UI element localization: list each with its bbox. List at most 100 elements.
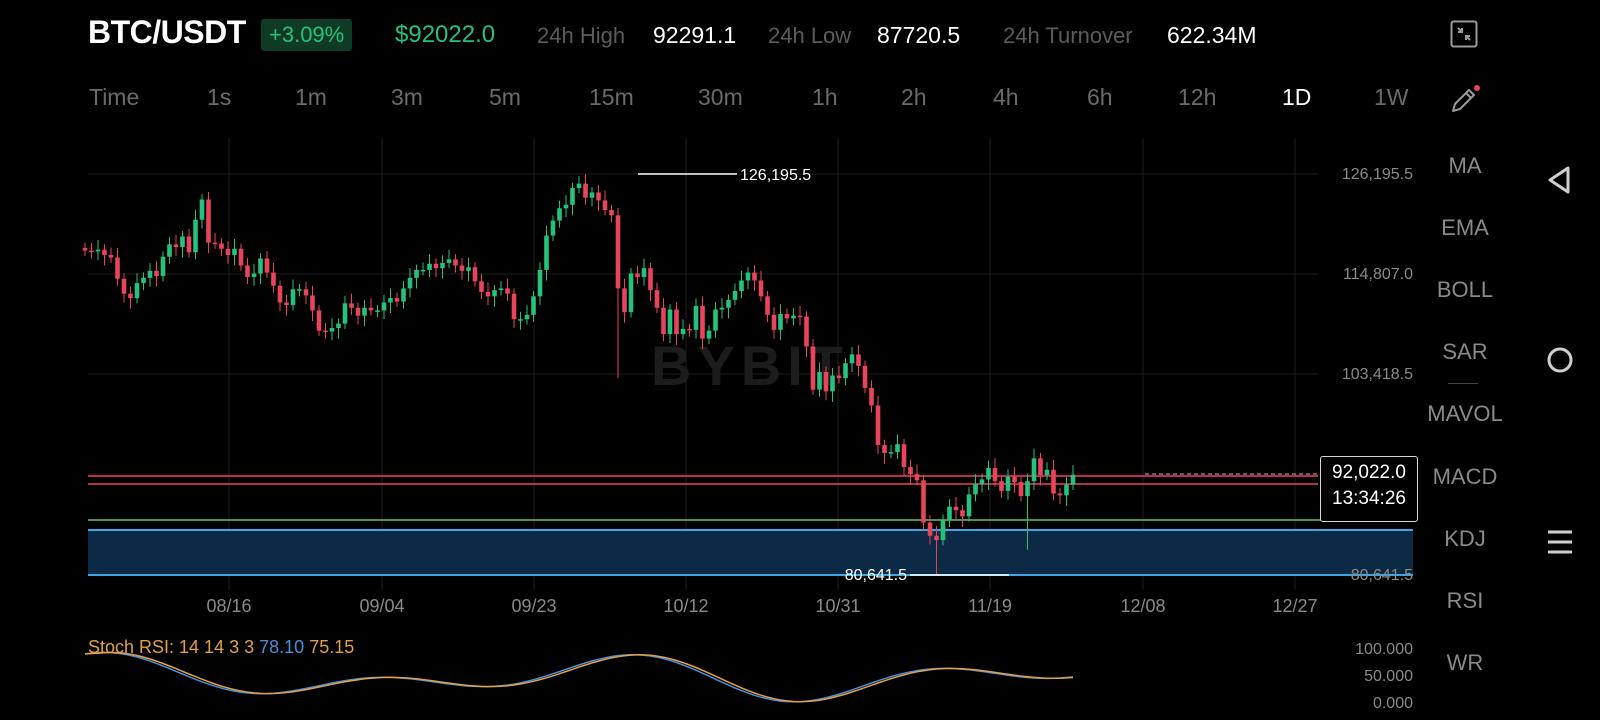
price-tick-3: 103,418.5 xyxy=(1342,366,1413,383)
candle-body xyxy=(1031,458,1037,482)
candle-body xyxy=(674,309,679,335)
candle-body xyxy=(459,265,465,271)
candle-body xyxy=(921,480,926,523)
candle-body xyxy=(1051,469,1056,494)
candle-body xyxy=(1044,469,1050,476)
date-tick-2: 09/04 xyxy=(359,596,404,616)
indicator-macd[interactable]: MACD xyxy=(1432,464,1498,489)
candle-body xyxy=(498,288,504,291)
candle-body xyxy=(856,354,861,366)
indicator-wr[interactable]: WR xyxy=(1446,650,1484,675)
indicator-rsi[interactable]: RSI xyxy=(1446,588,1484,613)
interval-2h[interactable]: 2h xyxy=(901,84,927,110)
interval-4h[interactable]: 4h xyxy=(993,84,1019,110)
candle-body xyxy=(895,444,900,453)
trading-pair-title[interactable]: BTC/USDT xyxy=(88,14,246,50)
candle-body xyxy=(440,262,445,269)
candle-body xyxy=(1038,458,1043,476)
home-nav-icon[interactable] xyxy=(1540,340,1580,380)
candle-body xyxy=(628,273,634,313)
last-price: $92022.0 xyxy=(395,21,496,48)
candle-body xyxy=(472,267,478,282)
candle-body xyxy=(264,258,270,273)
candle-body xyxy=(719,307,725,310)
interval-15m[interactable]: 15m xyxy=(589,84,634,110)
date-tick-7: 12/08 xyxy=(1120,596,1165,616)
candle-body xyxy=(836,375,842,379)
price-tick-4: 80,641.5 xyxy=(1351,567,1413,584)
low-marker-label: 80,641.5 xyxy=(845,567,907,584)
indicator-mavol[interactable]: MAVOL xyxy=(1427,401,1503,426)
interval-1d[interactable]: 1D xyxy=(1282,84,1312,110)
candle-body xyxy=(245,265,250,277)
candle-body xyxy=(128,293,133,299)
recents-nav-icon[interactable] xyxy=(1540,522,1580,562)
candle-body xyxy=(992,467,998,482)
interval-1h[interactable]: 1h xyxy=(812,84,838,110)
candle-body xyxy=(368,307,374,311)
interval-1s[interactable]: 1s xyxy=(207,84,232,110)
candle-body xyxy=(277,285,283,303)
candle-body xyxy=(914,474,920,481)
stoch-rsi-k-line xyxy=(84,651,1074,703)
candle-body xyxy=(362,307,367,316)
indicator-boll[interactable]: BOLL xyxy=(1436,277,1494,302)
candle-body xyxy=(388,298,393,303)
candle-body xyxy=(394,298,400,302)
candle-body xyxy=(563,204,569,209)
collapse-fullscreen-icon[interactable] xyxy=(1450,20,1478,48)
candle-body xyxy=(635,273,640,277)
interval-1m[interactable]: 1m xyxy=(295,84,327,110)
interval-30m[interactable]: 30m xyxy=(698,84,743,110)
interval-6h[interactable]: 6h xyxy=(1087,84,1113,110)
candle-body xyxy=(882,445,887,454)
candle-body xyxy=(511,293,517,320)
candle-body xyxy=(739,280,744,292)
candle-body xyxy=(609,210,614,216)
candle-body xyxy=(927,522,933,536)
candle-body xyxy=(784,313,790,319)
indicator-sar[interactable]: SAR xyxy=(1442,339,1488,364)
indicator-ema[interactable]: EMA xyxy=(1441,215,1489,240)
candle-body xyxy=(355,307,361,316)
candle-body xyxy=(570,188,575,205)
indicator-divider xyxy=(1448,383,1478,384)
indicator-ma[interactable]: MA xyxy=(1448,153,1482,178)
stoch-rsi-legend: Stoch RSI: 14 14 3 3 78.10 75.15 xyxy=(88,637,354,658)
indicator-kdj[interactable]: KDJ xyxy=(1444,526,1486,551)
interval-time[interactable]: Time xyxy=(89,84,140,110)
candle-body xyxy=(583,183,588,198)
date-tick-5: 10/31 xyxy=(815,596,860,616)
candle-body xyxy=(290,289,296,306)
candle-body xyxy=(797,315,803,318)
candle-body xyxy=(901,444,907,468)
candle-body xyxy=(485,291,491,297)
interval-12h[interactable]: 12h xyxy=(1178,84,1217,110)
candle-body xyxy=(622,288,627,313)
candle-body xyxy=(401,288,406,302)
candle-body xyxy=(550,220,556,236)
drawing-tools-pencil-icon[interactable] xyxy=(1448,84,1480,116)
stat-24h-low-value: 87720.5 xyxy=(877,22,961,48)
candle-body xyxy=(466,267,471,271)
stoch-rsi-d-value: 75.15 xyxy=(309,637,355,657)
candle-body xyxy=(654,290,660,308)
interval-1w[interactable]: 1W xyxy=(1374,84,1409,110)
interval-5m[interactable]: 5m xyxy=(489,84,521,110)
candle-body xyxy=(1064,484,1069,496)
interval-3m[interactable]: 3m xyxy=(391,84,423,110)
candle-body xyxy=(238,248,244,266)
back-nav-icon[interactable] xyxy=(1540,160,1580,200)
candle-body xyxy=(336,323,341,329)
candle-body xyxy=(700,306,705,339)
candle-body xyxy=(232,248,237,255)
candle-body xyxy=(433,263,439,269)
candle-body xyxy=(219,243,224,249)
candle-countdown: 13:34:26 xyxy=(1332,488,1406,509)
candle-body xyxy=(934,535,939,541)
candle-body xyxy=(849,354,855,364)
candle-body xyxy=(199,199,205,220)
candle-body xyxy=(349,303,354,308)
date-tick-1: 08/16 xyxy=(206,596,251,616)
